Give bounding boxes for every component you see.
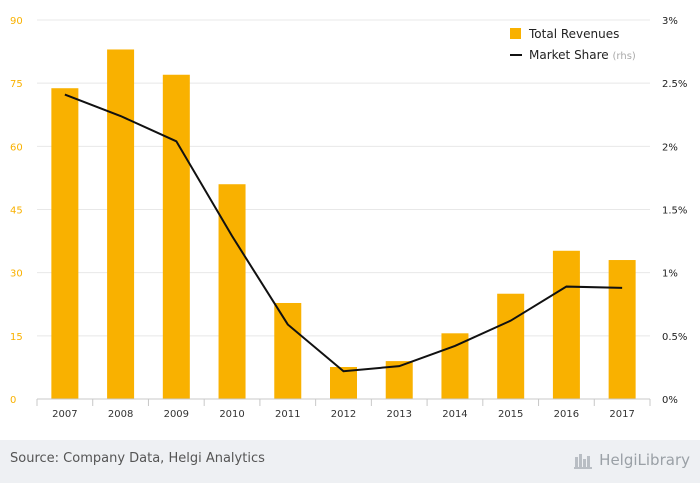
bar (441, 333, 469, 399)
x-tick-label: 2016 (554, 409, 579, 420)
x-tick-label: 2017 (609, 409, 634, 420)
bar (274, 302, 302, 399)
bar (162, 74, 190, 399)
legend-axis-note: (rhs) (613, 51, 636, 62)
y-right-tick-label: 3% (662, 16, 678, 27)
y-right-tick-label: 0.5% (662, 332, 687, 343)
bar (107, 49, 135, 399)
x-tick-label: 2010 (219, 409, 244, 420)
y-right-tick-label: 1.5% (662, 206, 687, 217)
x-tick-label: 2011 (275, 409, 300, 420)
y-right-tick-label: 0% (662, 395, 678, 406)
bar (608, 260, 636, 399)
bar (51, 88, 79, 399)
source-note: Source: Company Data, Helgi Analytics (10, 451, 265, 466)
bar (218, 184, 246, 399)
x-tick-label: 2008 (108, 409, 133, 420)
y-left-tick-label: 60 (10, 142, 23, 153)
x-tick-label: 2012 (331, 409, 356, 420)
bar (330, 366, 357, 399)
brand-logo: HelgiLibrary (574, 448, 690, 472)
y-left-tick-label: 30 (10, 269, 23, 280)
y-right-tick-label: 2% (662, 142, 678, 153)
x-tick-label: 2015 (498, 409, 523, 420)
y-left-tick-label: 45 (10, 206, 23, 217)
x-tick-label: 2014 (442, 409, 467, 420)
legend-series-name: Market Share (529, 48, 613, 62)
legend-swatch-total-revenues (510, 28, 521, 39)
legend-label-total-revenues: Total Revenues (528, 27, 619, 41)
library-icon (574, 454, 593, 469)
x-tick-label: 2009 (164, 409, 189, 420)
y-right-tick-label: 1% (662, 269, 678, 280)
y-left-tick-label: 90 (10, 16, 23, 27)
line-series-market-share (64, 93, 623, 373)
x-tick-label: 2013 (387, 409, 412, 420)
chart-svg: 0 15 30 45 60 75 90 0% 0.5% 1% 1.5% 2% 2.5% 3% 2007 200… (10, 16, 687, 420)
brand-name: HelgiLibrary (599, 451, 690, 469)
y-left-tick-label: 15 (10, 332, 23, 343)
legend-label-market-share: Market Share (rhs) (529, 48, 636, 62)
y-right-tick-label: 2.5% (662, 79, 687, 90)
y-left-tick-label: 75 (10, 79, 23, 90)
y-left-tick-label: 0 (10, 395, 16, 406)
bar (552, 250, 580, 399)
x-tick-label: 2007 (52, 409, 77, 420)
bar (497, 293, 525, 399)
